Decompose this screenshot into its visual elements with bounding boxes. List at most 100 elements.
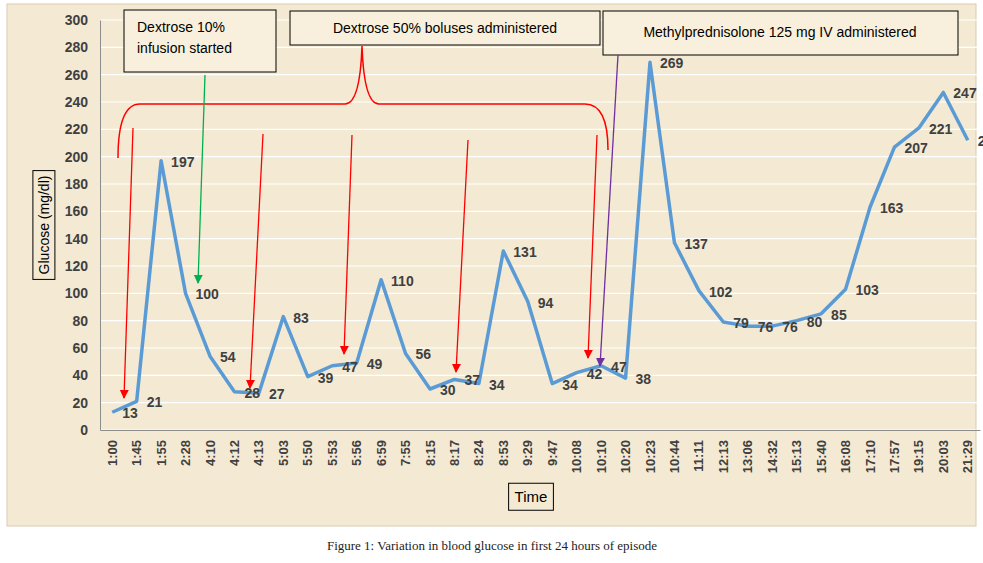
- grid-line: [100, 211, 980, 212]
- y-tick-label: 80: [72, 313, 88, 329]
- x-tick-label: 5:56: [349, 440, 364, 466]
- arrow: [344, 135, 352, 354]
- x-tick-label: 10:44: [667, 439, 682, 473]
- x-tick-label: 13:06: [740, 440, 755, 473]
- y-tick-label: 40: [72, 367, 88, 383]
- x-tick-label: 1:00: [105, 440, 120, 466]
- x-tick-label: 17:57: [887, 440, 902, 473]
- x-tick-label: 1:45: [129, 440, 144, 466]
- x-tick-label: 5:53: [325, 440, 340, 466]
- annotation-box: [124, 10, 276, 72]
- data-label: 103: [856, 282, 880, 298]
- x-axis-line: [101, 430, 981, 431]
- x-tick: 4:13: [251, 430, 266, 466]
- x-tick: 8:15: [423, 430, 438, 466]
- data-label: 37: [464, 372, 480, 388]
- x-tick-label: 20:03: [936, 440, 951, 473]
- x-tick-label: 8:15: [423, 440, 438, 466]
- data-label: 80: [807, 314, 823, 330]
- y-tick: 200: [65, 149, 100, 165]
- x-tick-label: 4:12: [227, 440, 242, 466]
- grid-line: [100, 238, 980, 239]
- y-tick-label: 200: [65, 149, 89, 165]
- grid-line: [100, 429, 980, 430]
- arrow: [124, 128, 133, 398]
- x-tick: 9:29: [520, 430, 535, 466]
- data-label: 247: [953, 85, 977, 101]
- x-tick: 4:12: [227, 430, 242, 466]
- y-tick-label: 0: [80, 422, 88, 438]
- x-tick-label: 11:11: [691, 440, 706, 472]
- data-label: 42: [587, 366, 603, 382]
- x-tick: 7:55: [398, 430, 413, 466]
- y-tick-label: 300: [65, 12, 89, 28]
- x-tick: 5:56: [349, 430, 364, 466]
- y-axis-line: [100, 21, 101, 431]
- y-tick: 80: [72, 313, 100, 329]
- x-tick: 2:28: [178, 430, 193, 466]
- x-tick-label: 8:17: [447, 440, 462, 466]
- x-tick-label: 4:13: [251, 440, 266, 466]
- annotation-box: [603, 11, 958, 55]
- x-tick: 8:53: [496, 430, 511, 466]
- data-label: 79: [733, 315, 749, 331]
- x-tick: 10:10: [594, 430, 609, 473]
- data-label: 94: [538, 295, 554, 311]
- x-tick-label: 10:20: [618, 440, 633, 473]
- y-tick: 120: [65, 258, 100, 274]
- y-tick-label: 280: [65, 39, 89, 55]
- x-tick-label: 5:50: [300, 440, 315, 466]
- y-tick-label: 100: [65, 285, 89, 301]
- y-tick-label: 260: [65, 67, 89, 83]
- y-tick-label: 160: [65, 203, 89, 219]
- y-tick-label: 220: [65, 121, 89, 137]
- x-tick-label: 16:08: [838, 440, 853, 473]
- x-tick: 16:08: [838, 430, 853, 473]
- data-label: 76: [782, 319, 798, 335]
- y-tick: 140: [65, 231, 100, 247]
- y-tick-label: 140: [65, 231, 89, 247]
- x-axis-title: Time: [515, 488, 548, 505]
- data-label: 221: [929, 121, 953, 137]
- annotation-text: Methylprednisolone 125 mg IV administere…: [643, 24, 916, 40]
- x-tick-label: 9:47: [545, 440, 560, 466]
- y-tick: 260: [65, 67, 100, 83]
- x-tick: 13:06: [740, 430, 755, 473]
- data-label: 197: [171, 154, 195, 170]
- x-tick: 1:00: [105, 430, 120, 466]
- data-label: 110: [391, 273, 414, 289]
- x-tick: 5:53: [325, 430, 340, 466]
- chart: 0204060801001201401601802002202402602803…: [0, 0, 983, 563]
- x-tick: 10:20: [618, 430, 633, 473]
- data-label: 13: [122, 405, 138, 421]
- grid-line: [100, 320, 980, 321]
- x-tick: 11:11: [691, 430, 706, 472]
- data-label: 54: [220, 349, 236, 365]
- x-tick-label: 1:55: [154, 440, 169, 466]
- grid-line: [100, 375, 980, 376]
- x-tick: 10:08: [569, 430, 584, 473]
- arrow: [198, 75, 205, 283]
- plot-area: [112, 62, 968, 412]
- x-tick: 17:10: [863, 430, 878, 473]
- y-tick-label: 240: [65, 94, 89, 110]
- data-label: 30: [440, 382, 456, 398]
- x-tick: 1:45: [129, 430, 144, 466]
- annotations: Dextrose 10%infusion startedDextrose 50%…: [124, 10, 958, 72]
- x-tick-label: 21:29: [960, 440, 975, 473]
- annotation-text: Dextrose 10%: [137, 19, 225, 35]
- x-tick: 15:13: [789, 430, 804, 473]
- x-axis-title-group: Time: [509, 483, 554, 510]
- x-tick-label: 7:55: [398, 440, 413, 466]
- x-tick: 5:03: [276, 430, 291, 466]
- x-tick: 19:15: [911, 430, 926, 473]
- x-tick: 9:47: [545, 430, 560, 466]
- x-tick: 10:44: [667, 430, 682, 473]
- x-tick-label: 8:24: [471, 439, 486, 466]
- x-tick-label: 12:13: [716, 440, 731, 473]
- x-tick-label: 5:03: [276, 440, 291, 466]
- y-tick: 20: [72, 395, 100, 411]
- x-tick: 6:59: [374, 430, 389, 466]
- annotation: Dextrose 10%infusion started: [124, 10, 276, 72]
- data-label: 76: [758, 319, 774, 335]
